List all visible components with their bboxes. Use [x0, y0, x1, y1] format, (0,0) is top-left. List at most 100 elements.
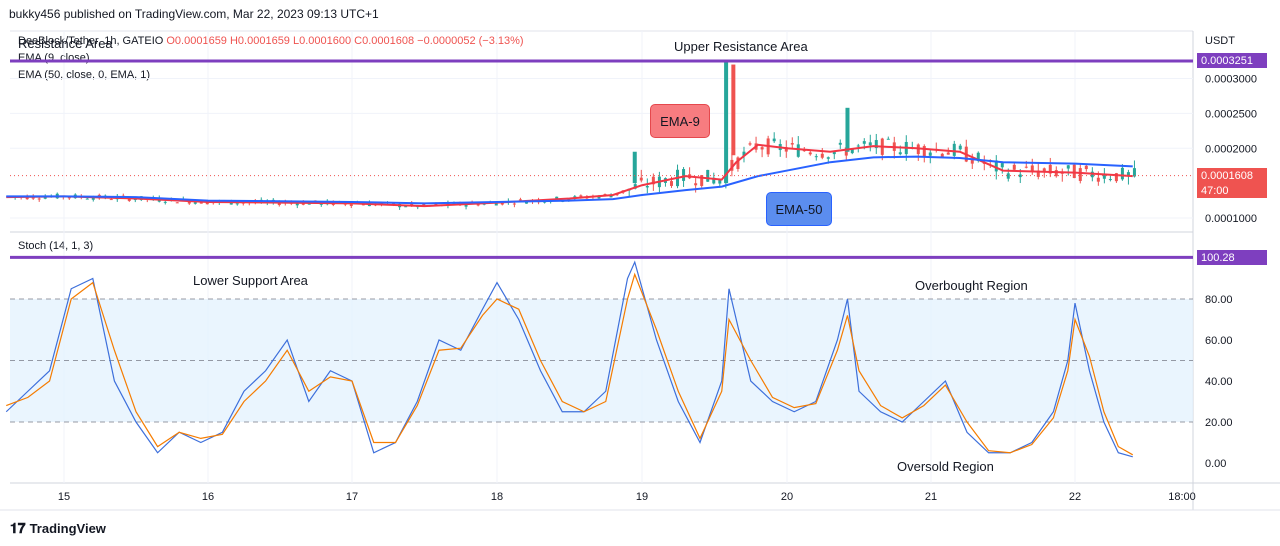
- symbol-name[interactable]: DeeBlock/Tether, 1h, GATEIO: [18, 35, 164, 47]
- candle-body: [958, 145, 962, 150]
- candle-body: [874, 140, 878, 149]
- candle-body: [349, 204, 353, 206]
- candle-body: [494, 202, 498, 206]
- stoch-k-line: [5, 260, 1133, 458]
- candle-body: [976, 152, 980, 161]
- candle-body: [952, 143, 956, 156]
- candle-body: [187, 201, 191, 204]
- candle-body: [127, 197, 131, 201]
- candle-body: [820, 153, 824, 158]
- candle-body: [175, 202, 179, 204]
- currency-label: USDT: [1205, 35, 1235, 47]
- price-tick-label: 0.0003000: [1205, 74, 1257, 86]
- price-tick-label: 0.0002500: [1205, 108, 1257, 120]
- candle-body: [193, 202, 197, 204]
- candle-body: [37, 198, 41, 200]
- candle-body: [609, 195, 613, 198]
- candle-body: [790, 143, 794, 145]
- candle-body: [700, 175, 704, 186]
- tradingview-logo[interactable]: 𝟏𝟕 TradingView: [10, 520, 106, 537]
- candle-body: [434, 203, 438, 205]
- price-tick-label: 0.0002000: [1205, 143, 1257, 155]
- candle-body: [856, 145, 860, 147]
- candle-body: [422, 203, 426, 206]
- candle-body: [1126, 172, 1130, 177]
- candle-body: [109, 199, 113, 201]
- candle-body: [706, 169, 710, 182]
- candle-body: [404, 206, 408, 208]
- candle-body: [295, 203, 299, 206]
- candle-body: [946, 152, 950, 155]
- candle-body: [838, 142, 842, 145]
- candle-body: [615, 194, 619, 196]
- candle-body: [85, 198, 89, 200]
- candle-body: [597, 196, 601, 199]
- overbought-label: Overbought Region: [915, 278, 1028, 293]
- stoch-level-tag: 100.28: [1197, 250, 1267, 265]
- stoch-legend[interactable]: Stoch (14, 1, 3): [18, 240, 94, 252]
- candle-body: [970, 158, 974, 164]
- candle-body: [742, 151, 746, 156]
- resistance-area-label: Resistance Area: [18, 36, 113, 51]
- candle-body: [235, 203, 239, 205]
- candle-body: [1030, 165, 1034, 172]
- candle-body: [1024, 166, 1028, 168]
- symbol-legend: DeeBlock/Tether, 1h, GATEIO O0.0001659 H…: [18, 35, 524, 47]
- candle-body: [730, 159, 734, 171]
- candle-body: [802, 150, 806, 152]
- ema9-callout: EMA-9: [650, 104, 710, 138]
- candle-body: [862, 141, 866, 144]
- stoch-tick-label: 20.00: [1205, 417, 1233, 429]
- candle-body: [1102, 173, 1106, 179]
- last-price-tag: 0.0001608: [1197, 168, 1267, 183]
- time-tick-label: 21: [925, 491, 937, 503]
- candle-body: [928, 152, 932, 156]
- spike-candle: [731, 64, 736, 156]
- lower-support-label: Lower Support Area: [193, 273, 308, 288]
- spike-candle: [845, 107, 850, 152]
- candle-body: [712, 177, 716, 184]
- candle-body: [1012, 164, 1016, 170]
- candle-body: [651, 176, 655, 185]
- time-tick-label: 15: [58, 491, 70, 503]
- candle-body: [361, 204, 365, 206]
- candle-body: [922, 146, 926, 158]
- candle-body: [1066, 165, 1070, 169]
- candle-body: [277, 202, 281, 206]
- time-tick-label: 16: [202, 491, 214, 503]
- candle-body: [512, 203, 516, 205]
- price-tick-label: 0.0001000: [1205, 213, 1257, 225]
- candle-body: [826, 157, 830, 159]
- candle-body: [518, 199, 522, 201]
- candle-body: [760, 147, 764, 150]
- candle-body: [1072, 164, 1076, 179]
- candle-body: [1036, 170, 1040, 177]
- candle-body: [603, 194, 607, 196]
- stoch-tick-label: 40.00: [1205, 376, 1233, 388]
- ema9-line: [6, 143, 1133, 208]
- candle-body: [1054, 170, 1058, 177]
- candle-body: [633, 184, 637, 189]
- candle-body: [1042, 168, 1046, 172]
- stoch-band: [10, 298, 1193, 423]
- candle-body: [1018, 174, 1022, 178]
- candles: [7, 61, 1136, 210]
- candle-body: [579, 195, 583, 197]
- candle-body: [736, 157, 740, 169]
- candle-body: [163, 201, 167, 203]
- time-tick-label: 17: [346, 491, 358, 503]
- stoch-tick-label: 80.00: [1205, 294, 1233, 306]
- candle-body: [1120, 167, 1124, 180]
- candle-body: [868, 142, 872, 146]
- time-tick-label: 20: [781, 491, 793, 503]
- candle-body: [524, 202, 528, 204]
- candle-body: [1006, 173, 1010, 179]
- candle-body: [476, 203, 480, 206]
- time-tick-label: 19: [636, 491, 648, 503]
- ema50-legend[interactable]: EMA (50, close, 0, EMA, 1): [18, 69, 151, 81]
- candle-body: [1108, 179, 1112, 181]
- candle-body: [682, 169, 686, 181]
- candle-body: [645, 186, 649, 188]
- upper-resistance-label: Upper Resistance Area: [674, 39, 808, 54]
